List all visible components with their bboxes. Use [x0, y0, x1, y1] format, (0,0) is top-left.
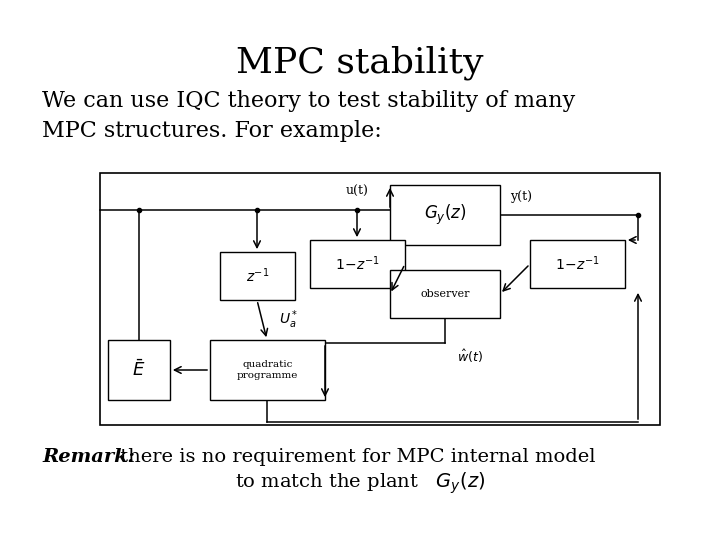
- Bar: [108, 340, 170, 400]
- Text: $z^{-1}$: $z^{-1}$: [246, 267, 269, 285]
- Bar: [100, 173, 660, 425]
- Text: $G_y(z)$: $G_y(z)$: [423, 203, 467, 227]
- Bar: [530, 240, 625, 288]
- Text: MPC stability: MPC stability: [236, 45, 484, 79]
- Text: to match the plant   $G_y(z)$: to match the plant $G_y(z)$: [235, 470, 485, 496]
- Text: observer: observer: [420, 289, 469, 299]
- Text: $\hat{w}(t)$: $\hat{w}(t)$: [457, 348, 483, 365]
- Bar: [220, 252, 295, 300]
- Text: quadratic
programme: quadratic programme: [237, 360, 298, 380]
- Bar: [310, 240, 405, 288]
- Text: $1\!-\!z^{-1}$: $1\!-\!z^{-1}$: [555, 255, 600, 273]
- Bar: [390, 270, 500, 318]
- Text: We can use IQC theory to test stability of many
MPC structures. For example:: We can use IQC theory to test stability …: [42, 90, 575, 143]
- Text: u(t): u(t): [346, 185, 369, 198]
- Bar: [390, 185, 500, 245]
- Bar: [210, 340, 325, 400]
- Text: y(t): y(t): [510, 190, 532, 203]
- Text: Remark:: Remark:: [42, 448, 135, 466]
- Text: $1\!-\!z^{-1}$: $1\!-\!z^{-1}$: [336, 255, 380, 273]
- Text: $U_a^*$: $U_a^*$: [279, 309, 299, 332]
- Text: there is no requirement for MPC internal model: there is no requirement for MPC internal…: [114, 448, 595, 466]
- Text: $\bar{E}$: $\bar{E}$: [132, 360, 145, 380]
